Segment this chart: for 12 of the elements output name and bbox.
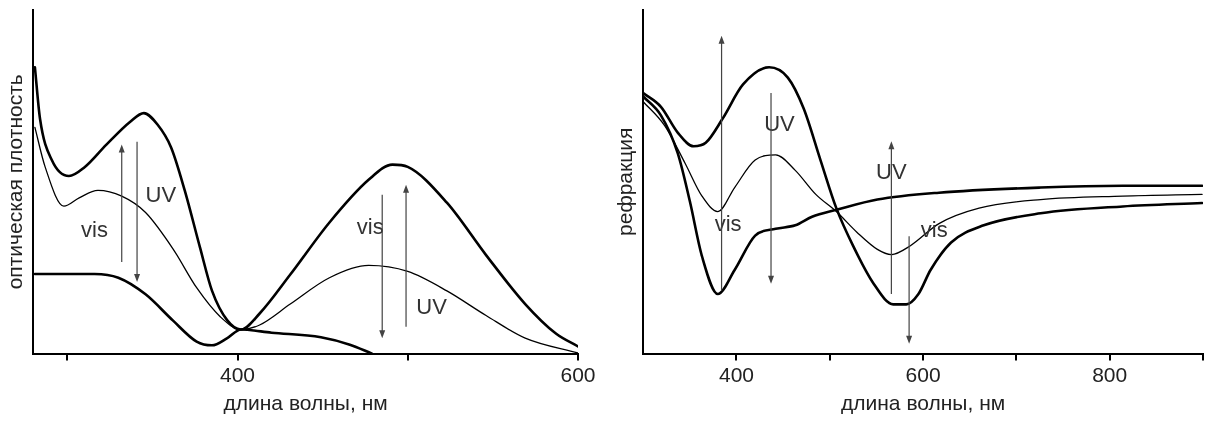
y-axis-title: рефракция bbox=[613, 127, 637, 236]
annotation: UV bbox=[416, 293, 448, 319]
annotation: vis bbox=[81, 216, 108, 242]
x-tick-label: 600 bbox=[560, 363, 596, 386]
x-tick-label: 400 bbox=[219, 363, 256, 386]
x-axis-title: длина волны, нм bbox=[223, 391, 388, 415]
y-axis-title: оптическая плотность bbox=[3, 74, 27, 290]
x-tick-label: 800 bbox=[1092, 363, 1128, 386]
x-tick-label: 600 bbox=[905, 363, 941, 386]
x-tick-label: 400 bbox=[718, 363, 755, 386]
annotation: UV bbox=[145, 182, 177, 208]
x-axis-title: длина волны, нм bbox=[841, 391, 1006, 415]
